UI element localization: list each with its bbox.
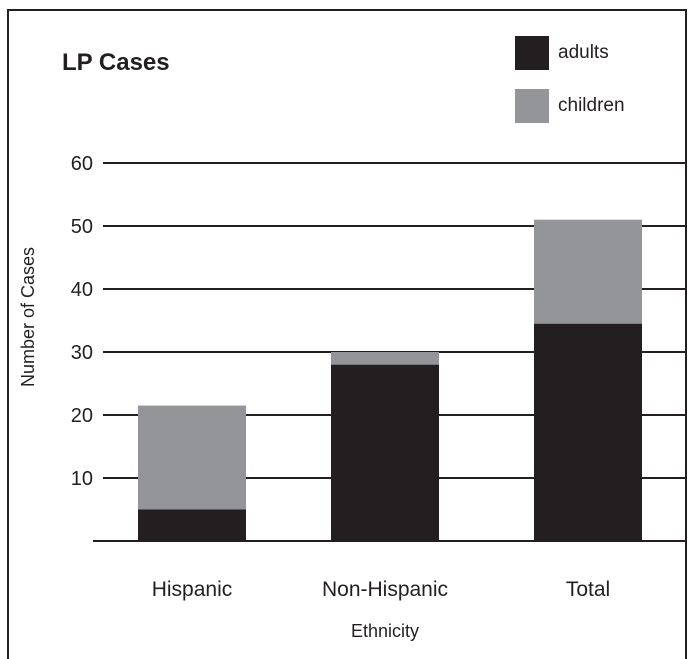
bar-hispanic-children <box>138 405 246 510</box>
x-tick-label-total: Total <box>566 578 610 601</box>
legend-swatch-adults <box>515 36 549 70</box>
y-tick-label-60: 60 <box>71 153 93 175</box>
y-tick-label-40: 40 <box>71 279 93 301</box>
y-axis-ticks: 10 20 30 40 50 60 <box>71 153 93 490</box>
x-tick-label-hispanic: Hispanic <box>152 578 233 601</box>
y-tick-label-10: 10 <box>71 468 93 490</box>
y-tick-label-30: 30 <box>71 342 93 364</box>
bar-total-children <box>534 219 642 324</box>
bar-total-adults <box>534 323 642 541</box>
x-axis-ticks: Hispanic Non-Hispanic Total <box>152 578 610 601</box>
bar-non-hispanic-adults <box>331 364 439 541</box>
bar-non-hispanic-children <box>331 352 439 365</box>
bars <box>138 219 642 541</box>
bar-hispanic-adults <box>138 509 246 541</box>
legend-swatch-children <box>515 89 549 123</box>
y-tick-label-20: 20 <box>71 405 93 427</box>
chart-title: LP Cases <box>62 49 170 76</box>
legend-label-children: children <box>558 95 625 116</box>
y-axis-label: Number of Cases <box>18 247 38 387</box>
x-tick-label-non-hispanic: Non-Hispanic <box>322 578 448 601</box>
x-axis-label: Ethnicity <box>351 621 419 641</box>
legend-label-adults: adults <box>558 42 609 63</box>
y-tick-label-50: 50 <box>71 216 93 238</box>
legend: adults children <box>515 36 625 123</box>
